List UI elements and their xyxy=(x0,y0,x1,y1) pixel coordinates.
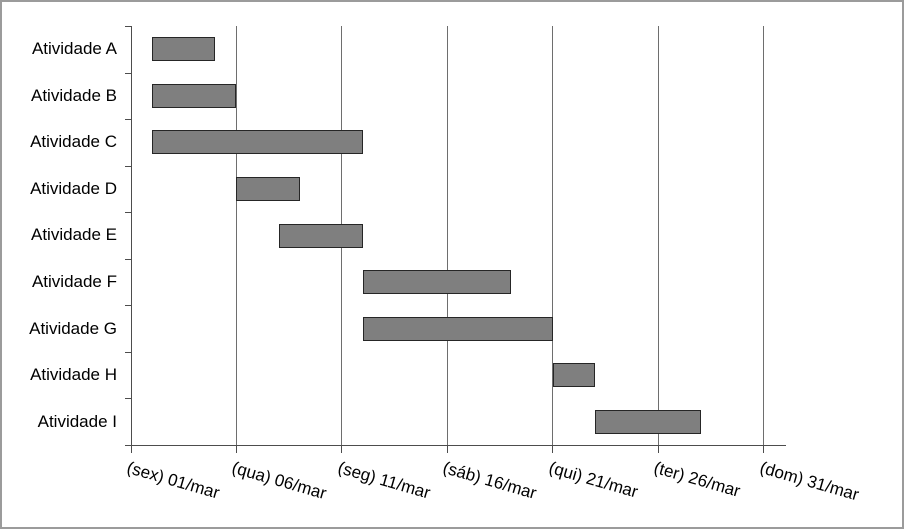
category-label: Atividade I xyxy=(37,411,117,431)
x-axis-tick xyxy=(235,445,237,453)
x-tick-label: (seg) 11/mar xyxy=(335,458,433,503)
x-axis-tick xyxy=(446,445,448,453)
y-axis-tick xyxy=(125,72,131,74)
gantt-bar xyxy=(363,316,553,341)
x-axis-tick xyxy=(341,445,343,453)
category-label: Atividade B xyxy=(31,85,117,105)
x-tick-label: (qua) 06/mar xyxy=(230,458,330,504)
category-label: Atividade H xyxy=(30,365,117,385)
y-axis-tick xyxy=(125,258,131,260)
gantt-bar xyxy=(552,363,596,388)
y-axis-tick xyxy=(125,119,131,121)
category-label: Atividade C xyxy=(30,132,117,152)
x-tick-label: (sáb) 16/mar xyxy=(441,458,540,503)
x-axis-tick xyxy=(763,445,765,453)
y-axis-tick xyxy=(125,351,131,353)
category-label: Atividade E xyxy=(31,225,117,245)
gantt-bar xyxy=(363,270,511,295)
x-axis-tick xyxy=(130,445,132,453)
x-gridline xyxy=(552,26,554,445)
x-tick-label: (ter) 26/mar xyxy=(652,458,743,501)
x-gridline xyxy=(657,26,659,445)
gantt-bar xyxy=(152,83,237,108)
x-gridline xyxy=(763,26,765,445)
gantt-bar xyxy=(595,409,701,434)
y-axis-tick xyxy=(125,445,131,446)
x-gridline xyxy=(446,26,448,445)
y-axis-line xyxy=(131,26,132,445)
x-axis-tick xyxy=(657,445,659,453)
gantt-bar xyxy=(152,130,364,155)
x-gridline xyxy=(235,26,237,445)
y-axis-tick xyxy=(125,26,131,27)
gantt-bar xyxy=(278,223,364,248)
y-axis-tick xyxy=(125,165,131,167)
x-axis-line xyxy=(131,445,786,446)
gantt-bar xyxy=(152,37,216,62)
x-tick-label: (qui) 21/mar xyxy=(546,458,641,502)
x-axis-tick xyxy=(552,445,554,453)
x-tick-label: (sex) 01/mar xyxy=(124,458,222,503)
x-tick-label: (dom) 31/mar xyxy=(757,458,861,505)
y-axis-tick xyxy=(125,212,131,214)
category-label: Atividade D xyxy=(30,178,117,198)
gantt-bar xyxy=(236,176,300,201)
y-axis-tick xyxy=(125,305,131,307)
y-axis-tick xyxy=(125,398,131,400)
category-label: Atividade A xyxy=(31,39,117,59)
category-label: Atividade G xyxy=(29,318,117,338)
category-label: Atividade F xyxy=(31,272,117,292)
